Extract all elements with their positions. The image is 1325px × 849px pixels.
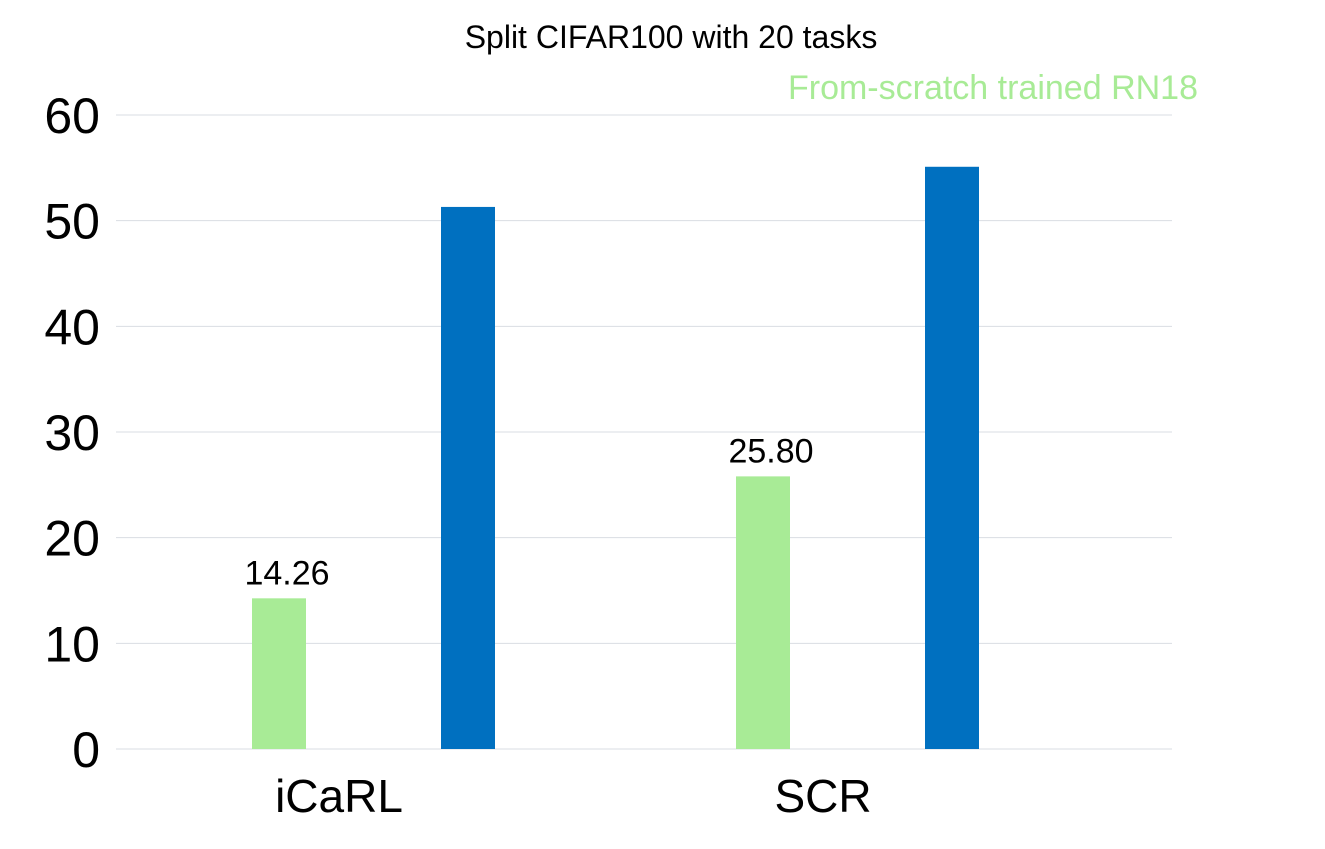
y-tick-label-10: 10 [44, 616, 100, 672]
x-category-label-iCaRL: iCaRL [275, 770, 403, 822]
y-tick-label-30: 30 [44, 405, 100, 461]
y-tick-label-20: 20 [44, 511, 100, 567]
y-axis-tick-labels: 0 10 20 30 40 50 60 [44, 88, 100, 778]
bar-series-1-iCaRL [252, 598, 306, 749]
y-tick-label-40: 40 [44, 299, 100, 355]
chart-title: Split CIFAR100 with 20 tasks [465, 19, 878, 55]
data-label-SCR: 25.80 [728, 432, 813, 470]
data-labels: 14.26 25.80 [244, 432, 813, 592]
bar-series-1-SCR [736, 476, 790, 749]
bars [252, 166, 979, 749]
y-tick-label-60: 60 [44, 88, 100, 144]
x-category-label-SCR: SCR [774, 770, 871, 822]
bar-series-2-SCR [925, 166, 979, 749]
y-tick-label-50: 50 [44, 194, 100, 250]
legend-entry-series-1: From-scratch trained RN18 [788, 69, 1198, 107]
bar-series-2-iCaRL [441, 206, 495, 749]
data-label-iCaRL: 14.26 [244, 554, 329, 592]
x-axis-category-labels: iCaRL SCR [275, 770, 871, 822]
y-tick-label-0: 0 [72, 722, 100, 778]
